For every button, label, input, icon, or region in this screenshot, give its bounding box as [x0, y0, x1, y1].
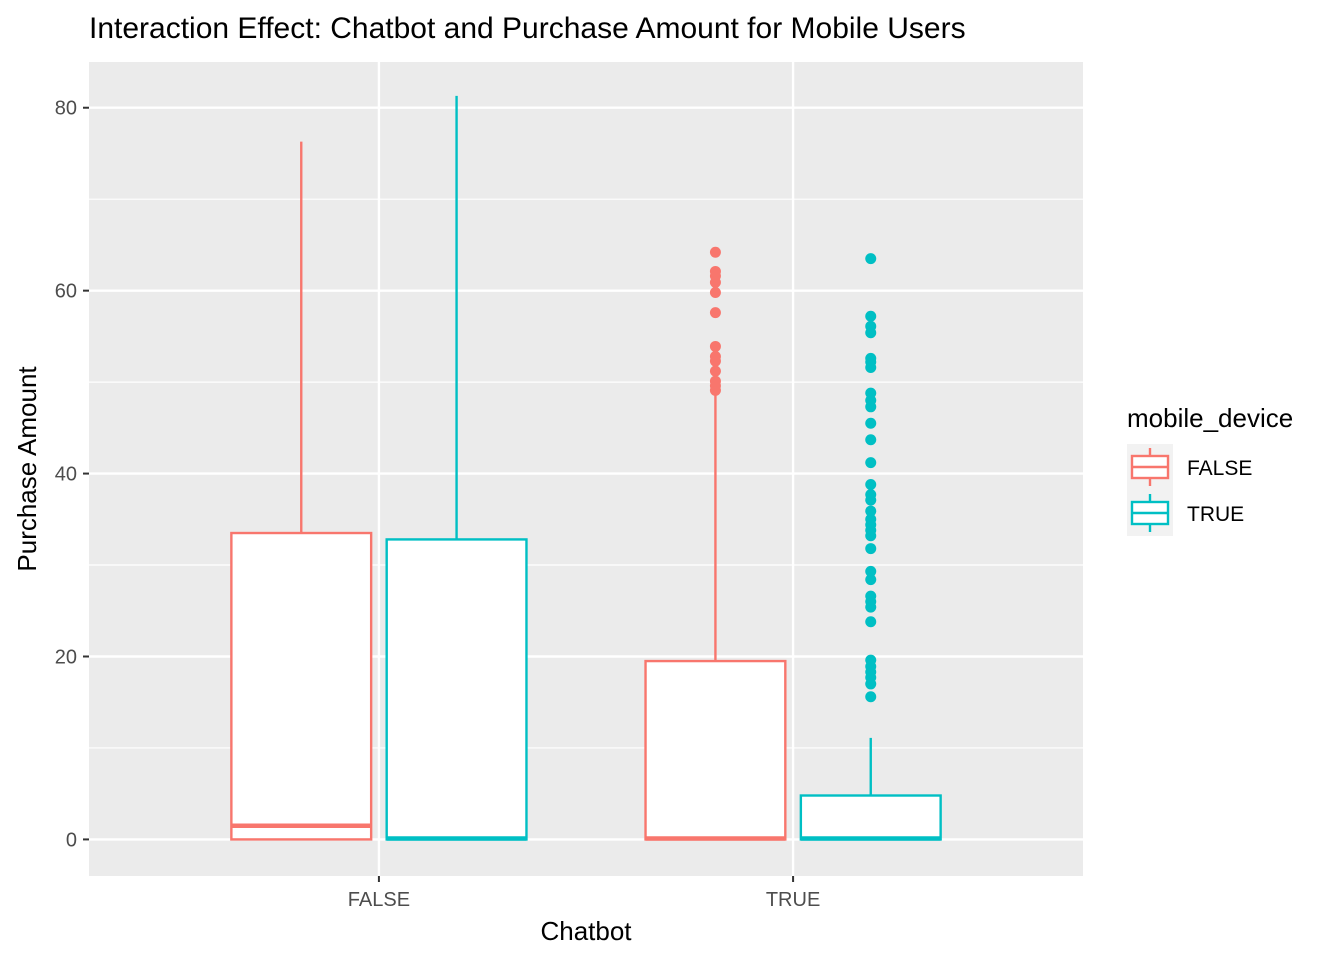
- outlier-layer: [709, 246, 877, 703]
- outlier-point: [865, 505, 877, 517]
- box-layer: [230, 95, 942, 841]
- box-body: [385, 538, 528, 841]
- outlier-point: [709, 340, 721, 352]
- outlier-point: [865, 417, 877, 429]
- y-axis-title: Purchase Amount: [12, 366, 42, 572]
- outlier-point: [865, 513, 877, 525]
- outlier-point: [865, 434, 877, 446]
- box-body: [230, 531, 373, 841]
- outlier-point: [865, 565, 877, 577]
- grid-major: [89, 62, 1083, 876]
- outlier-point: [709, 307, 721, 319]
- outlier-point: [865, 352, 877, 364]
- outlier-point: [865, 387, 877, 399]
- outlier-point: [865, 457, 877, 469]
- outlier-point: [709, 351, 721, 363]
- y-tick-label: 40: [55, 464, 77, 486]
- outlier-point: [865, 320, 877, 332]
- x-tick-label: FALSE: [348, 889, 410, 911]
- outlier-point: [709, 246, 721, 258]
- outlier-point: [865, 654, 877, 666]
- legend: mobile_device FALSE TRUE: [1127, 403, 1293, 536]
- x-axis-title: Chatbot: [540, 916, 632, 946]
- legend-items: FALSE TRUE: [1127, 444, 1252, 536]
- outlier-point: [865, 479, 877, 491]
- outlier-point: [709, 265, 721, 277]
- y-tick-label: 80: [55, 98, 77, 120]
- legend-title: mobile_device: [1127, 403, 1293, 433]
- box-body: [644, 659, 787, 841]
- outlier-point: [865, 574, 877, 586]
- outlier-point: [709, 365, 721, 377]
- y-tick-label: 20: [55, 646, 77, 668]
- outlier-point: [865, 310, 877, 322]
- y-tick-label: 0: [66, 829, 77, 851]
- outlier-point: [865, 489, 877, 501]
- chart-title: Interaction Effect: Chatbot and Purchase…: [89, 12, 966, 45]
- outlier-point: [865, 590, 877, 602]
- y-axis: 0 20 40 60 80: [55, 98, 89, 851]
- x-axis: FALSE TRUE: [348, 876, 820, 911]
- outlier-point: [865, 616, 877, 628]
- outlier-point: [865, 691, 877, 703]
- outlier-point: [709, 286, 721, 298]
- outlier-point: [865, 253, 877, 265]
- y-tick-label: 60: [55, 281, 77, 303]
- legend-label: TRUE: [1187, 503, 1244, 526]
- x-tick-label: TRUE: [766, 889, 820, 911]
- outlier-point: [865, 543, 877, 555]
- legend-label: FALSE: [1187, 457, 1252, 480]
- box-body: [799, 794, 942, 841]
- outlier-point: [709, 375, 721, 387]
